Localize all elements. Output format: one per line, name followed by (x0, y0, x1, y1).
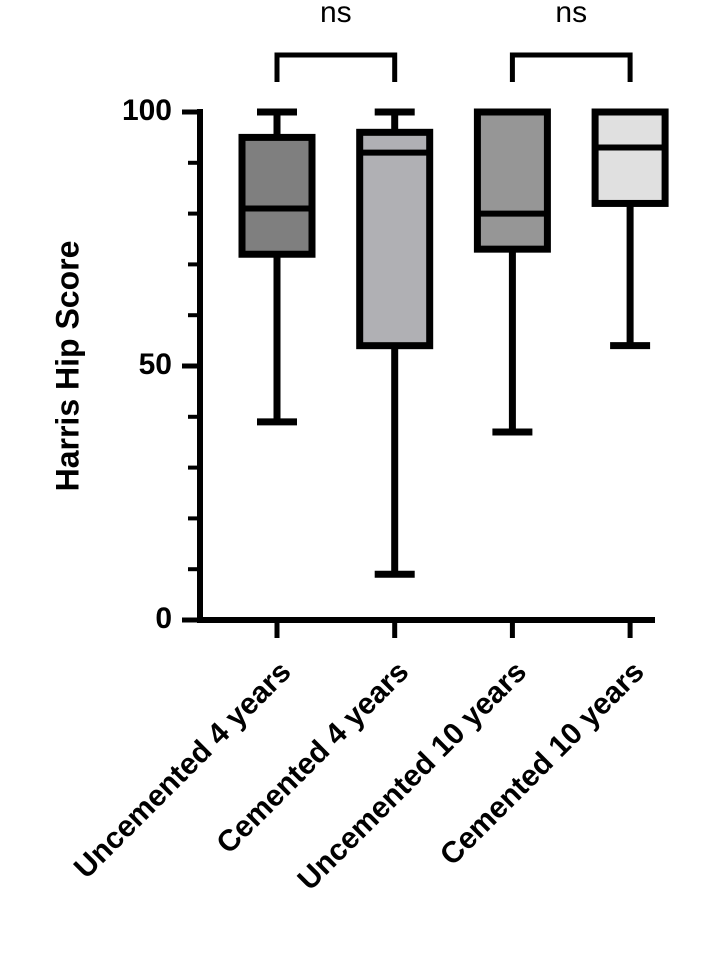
significance-label: ns (320, 0, 352, 29)
x-tick-label: Uncemented 10 years (291, 655, 532, 896)
y-axis-label: Harris Hip Score (49, 241, 85, 492)
x-tick-label: Uncemented 4 years (68, 655, 298, 885)
box (591, 108, 669, 207)
box (473, 108, 551, 253)
x-tick-label: Cemented 4 years (210, 655, 415, 860)
y-tick-label: 0 (155, 602, 172, 635)
x-tick-label: Cemented 10 years (434, 655, 651, 872)
significance-label: ns (555, 0, 587, 29)
box (238, 133, 316, 258)
y-tick-label: 50 (139, 348, 172, 381)
y-tick-label: 100 (122, 94, 172, 127)
significance-bracket (274, 52, 398, 82)
significance-bracket (509, 52, 633, 82)
box (356, 128, 434, 350)
